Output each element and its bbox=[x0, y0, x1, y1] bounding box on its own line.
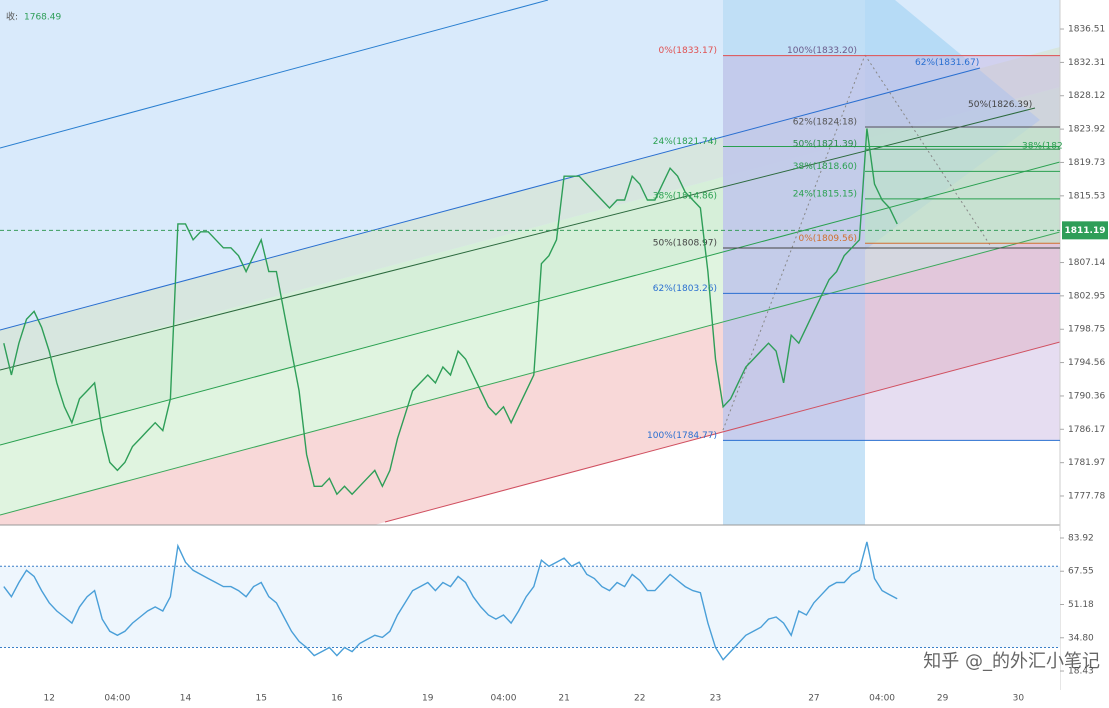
x-tick-label: 22 bbox=[634, 694, 645, 704]
fib-box bbox=[865, 128, 1060, 243]
series-line bbox=[3, 128, 898, 496]
y-tick-label: 1815.53 bbox=[1068, 191, 1105, 201]
close-value: 1768.49 bbox=[24, 13, 61, 23]
level-band bbox=[0, 566, 1060, 648]
y-tick-label: 1819.73 bbox=[1068, 158, 1105, 168]
y-tick-label: 1836.51 bbox=[1068, 25, 1105, 35]
y-tick-label: 51.18 bbox=[1068, 600, 1094, 610]
x-tick-label: 15 bbox=[255, 694, 266, 704]
y-tick-label: 1807.14 bbox=[1068, 258, 1105, 268]
y-tick-label: 1794.56 bbox=[1068, 358, 1105, 368]
fib-label: 0%(1809.56) bbox=[798, 234, 857, 244]
channel-line bbox=[0, 0, 549, 149]
fib-label: 38%(182 bbox=[1022, 142, 1063, 152]
y-tick-label: 1786.17 bbox=[1068, 425, 1105, 435]
y-tick-label: 1802.95 bbox=[1068, 291, 1105, 301]
y-tick-label: 1823.92 bbox=[1068, 125, 1105, 135]
y-tick-label: 1828.12 bbox=[1068, 91, 1105, 101]
x-tick-label: 30 bbox=[1013, 694, 1025, 704]
y-tick-label: 1832.31 bbox=[1068, 58, 1105, 68]
x-tick-label: 04:00 bbox=[869, 694, 895, 704]
watermark: 知乎 @_的外汇小笔记 bbox=[923, 651, 1100, 672]
x-tick-label: 16 bbox=[331, 694, 343, 704]
series-line bbox=[3, 541, 898, 661]
fib-label: 100%(1784.77) bbox=[647, 431, 717, 441]
fib-label: 50%(1826.39) bbox=[968, 100, 1032, 110]
channel-line bbox=[384, 341, 1060, 523]
fib-label: 38%(1818.60) bbox=[793, 162, 857, 172]
fib-label: 50%(1821.39) bbox=[793, 140, 857, 150]
y-tick-label: 1777.78 bbox=[1068, 491, 1105, 501]
trend-line bbox=[722, 54, 866, 431]
y-tick-label: 83.92 bbox=[1068, 533, 1094, 543]
y-tick-label: 1798.75 bbox=[1068, 325, 1105, 335]
x-tick-label: 14 bbox=[180, 694, 192, 704]
y-tick-label: 18.43 bbox=[1068, 667, 1094, 677]
last-price-label: 1811.19 bbox=[1065, 226, 1106, 236]
channel-line bbox=[0, 67, 981, 331]
fib-label: 24%(1821.74) bbox=[653, 137, 717, 147]
y-tick-label: 67.55 bbox=[1068, 567, 1094, 577]
x-tick-label: 23 bbox=[710, 694, 721, 704]
fib-label: 100%(1833.20) bbox=[787, 46, 857, 56]
channel-line bbox=[0, 231, 1060, 516]
x-tick-label: 21 bbox=[558, 694, 569, 704]
fib-label: 24%(1815.15) bbox=[793, 189, 857, 199]
close-label: 收: bbox=[6, 11, 18, 23]
channel-line bbox=[0, 161, 1060, 446]
fib-label: 62%(1831.67) bbox=[915, 58, 979, 68]
y-tick-label: 34.80 bbox=[1068, 633, 1094, 643]
y-tick-label: 1781.97 bbox=[1068, 458, 1105, 468]
fib-label: 62%(1803.26) bbox=[653, 284, 717, 294]
x-tick-label: 29 bbox=[937, 694, 949, 704]
fib-label: 62%(1824.18) bbox=[793, 118, 857, 128]
x-tick-label: 04:00 bbox=[104, 694, 130, 704]
last-price-tag bbox=[1062, 221, 1108, 240]
x-tick-label: 27 bbox=[808, 694, 819, 704]
fib-label: 0%(1833.17) bbox=[658, 46, 717, 56]
x-tick-label: 12 bbox=[43, 694, 54, 704]
channel-line bbox=[0, 107, 1036, 371]
fib-label: 50%(1808.97) bbox=[653, 238, 717, 248]
y-tick-label: 1790.36 bbox=[1068, 391, 1105, 401]
fib-label: 38%(1814.86) bbox=[653, 192, 717, 202]
x-tick-label: 04:00 bbox=[491, 694, 517, 704]
x-tick-label: 19 bbox=[422, 694, 434, 704]
